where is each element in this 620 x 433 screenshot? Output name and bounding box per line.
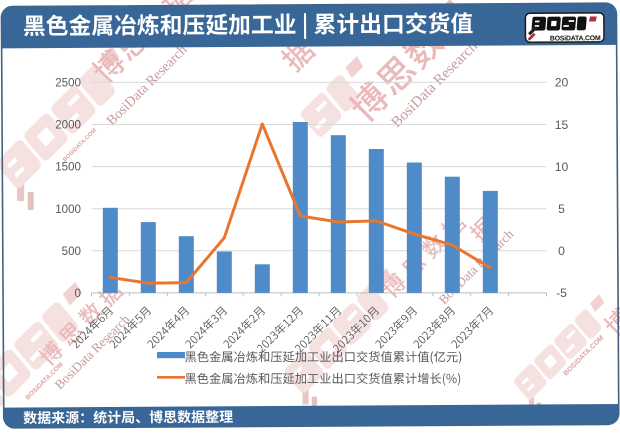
svg-text:10: 10 (555, 160, 569, 174)
svg-text:1500: 1500 (55, 161, 81, 174)
svg-text:1000: 1000 (55, 203, 81, 216)
svg-text:15: 15 (555, 118, 569, 132)
svg-text:2000: 2000 (55, 119, 81, 132)
svg-text:0: 0 (75, 287, 81, 300)
svg-text:-5: -5 (556, 286, 567, 300)
svg-text:BOSiDATA.COM: BOSiDATA.COM (550, 35, 601, 42)
svg-text:5: 5 (558, 202, 565, 216)
svg-text:2500: 2500 (55, 77, 81, 90)
svg-text:20: 20 (555, 76, 569, 90)
svg-text:0: 0 (558, 244, 565, 258)
svg-text:500: 500 (62, 245, 81, 258)
